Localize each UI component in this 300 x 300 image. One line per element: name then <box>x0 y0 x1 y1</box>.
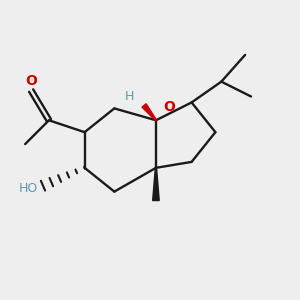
Text: O: O <box>164 100 175 114</box>
Polygon shape <box>142 104 156 121</box>
Text: H: H <box>124 90 134 103</box>
Text: O: O <box>25 74 37 88</box>
Polygon shape <box>153 168 159 200</box>
Text: HO: HO <box>19 182 38 195</box>
